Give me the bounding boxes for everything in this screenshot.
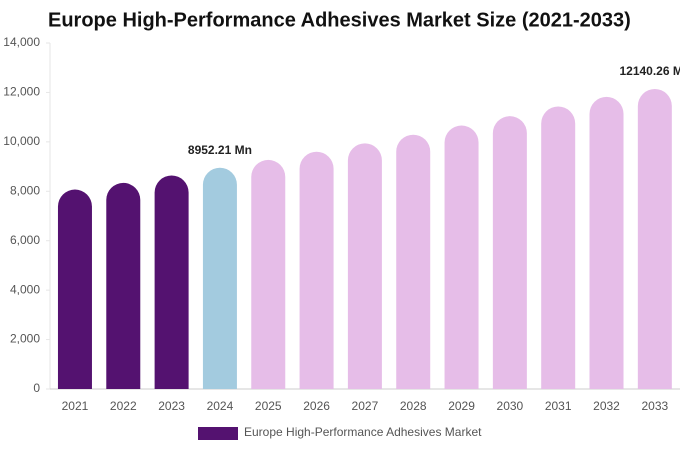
x-tick-label: 2031 (545, 399, 572, 413)
x-tick-label: 2022 (110, 399, 137, 413)
bar (299, 151, 334, 389)
x-tick-label: 2023 (158, 399, 185, 413)
bar (637, 88, 672, 389)
bar (444, 125, 479, 389)
bar (202, 167, 237, 389)
legend-swatch (198, 427, 238, 440)
data-label: 8952.21 Mn (188, 143, 252, 157)
y-tick-label: 10,000 (3, 134, 40, 148)
legend-label: Europe High-Performance Adhesives Market (244, 425, 482, 439)
bar (492, 116, 527, 389)
bar (251, 159, 286, 389)
y-tick-label: 14,000 (3, 35, 40, 49)
y-tick-label: 2,000 (10, 332, 40, 346)
x-tick-label: 2029 (448, 399, 475, 413)
bar (347, 143, 382, 389)
bar (541, 106, 576, 389)
y-tick-label: 12,000 (3, 85, 40, 99)
chart-title: Europe High-Performance Adhesives Market… (48, 9, 631, 31)
x-tick-label: 2028 (400, 399, 427, 413)
x-tick-label: 2032 (593, 399, 620, 413)
y-tick-label: 0 (33, 381, 40, 395)
y-tick-label: 6,000 (10, 233, 40, 247)
x-tick-label: 2027 (352, 399, 379, 413)
bar (106, 182, 141, 389)
bar (396, 134, 431, 389)
y-tick-label: 4,000 (10, 282, 40, 296)
bar (154, 175, 189, 389)
x-tick-label: 2021 (62, 399, 89, 413)
y-tick-label: 8,000 (10, 183, 40, 197)
x-tick-label: 2033 (641, 399, 668, 413)
bar (589, 96, 624, 390)
bar (57, 189, 92, 389)
x-tick-label: 2024 (207, 399, 234, 413)
x-tick-label: 2025 (255, 399, 282, 413)
data-label: 12140.26 Mn (619, 64, 680, 78)
x-tick-label: 2030 (497, 399, 524, 413)
x-tick-label: 2026 (303, 399, 330, 413)
